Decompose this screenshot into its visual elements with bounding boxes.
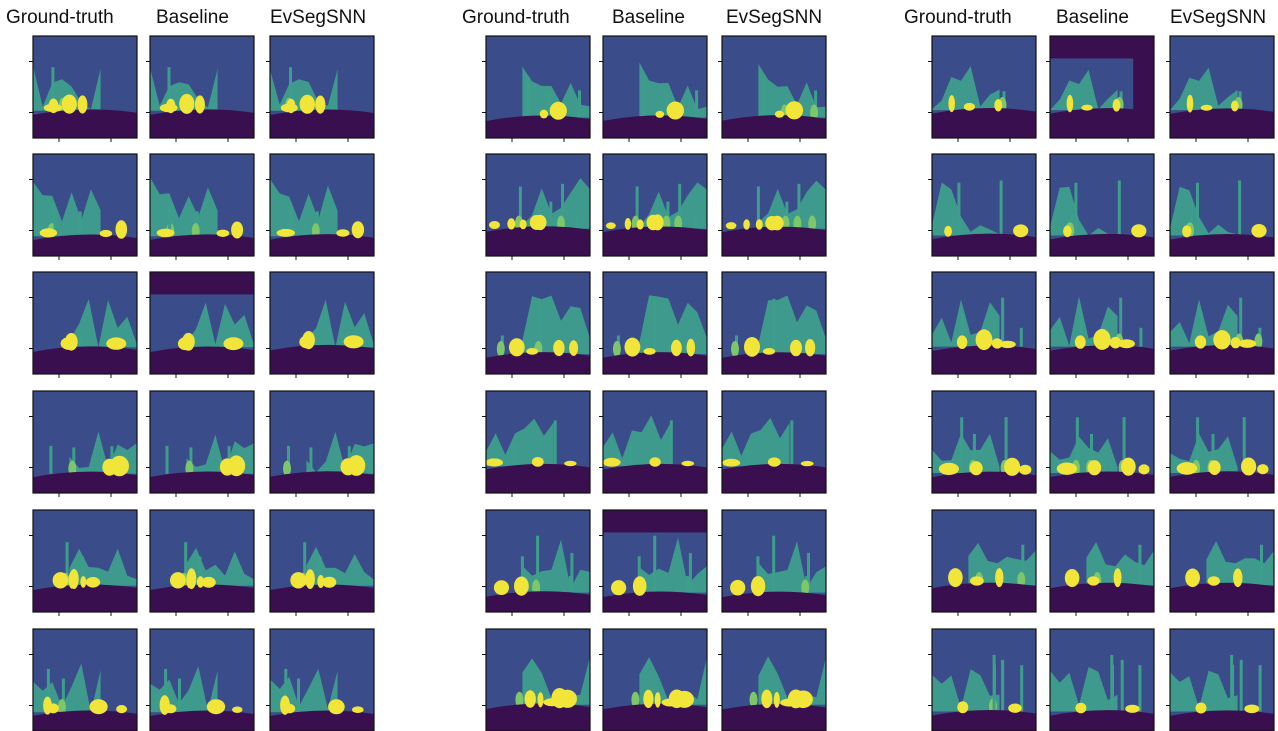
segmentation-tile-baseline-g3-r6 <box>1046 628 1155 731</box>
segmentation-tile-evsegsnn-g1-r1 <box>266 35 375 142</box>
segmentation-tile-ground-truth-g1-r4 <box>29 390 138 497</box>
segmentation-tile-ground-truth-g3-r5 <box>928 509 1037 616</box>
segmentation-tile-baseline-g2-r1 <box>599 35 708 142</box>
segmentation-tile-ground-truth-g1-r2 <box>29 153 138 260</box>
segmentation-tile-ground-truth-g3-r3 <box>928 271 1037 378</box>
segmentation-tile-baseline-g2-r4 <box>599 390 708 497</box>
segmentation-tile-evsegsnn-g2-r1 <box>718 35 827 142</box>
segmentation-tile-evsegsnn-g3-r6 <box>1166 628 1275 731</box>
header-baseline-1: Baseline <box>156 7 229 28</box>
segmentation-tile-evsegsnn-g3-r4 <box>1166 390 1275 497</box>
segmentation-tile-baseline-g3-r1 <box>1046 35 1155 142</box>
header-evsegsnn-3: EvSegSNN <box>1170 7 1267 28</box>
segmentation-tile-evsegsnn-g2-r2 <box>718 153 827 260</box>
segmentation-tile-ground-truth-g2-r4 <box>482 390 591 497</box>
segmentation-tile-baseline-g1-r5 <box>146 509 255 616</box>
segmentation-tile-baseline-g1-r6 <box>146 628 255 731</box>
segmentation-tile-evsegsnn-g2-r6 <box>718 628 827 731</box>
segmentation-tile-baseline-g1-r1 <box>146 35 255 142</box>
segmentation-tile-evsegsnn-g3-r1 <box>1166 35 1275 142</box>
segmentation-tile-ground-truth-g3-r4 <box>928 390 1037 497</box>
segmentation-tile-baseline-g2-r6 <box>599 628 708 731</box>
header-ground-truth-1: Ground-truth <box>6 7 114 28</box>
segmentation-tile-baseline-g1-r4 <box>146 390 255 497</box>
segmentation-tile-evsegsnn-g1-r5 <box>266 509 375 616</box>
header-baseline-3: Baseline <box>1056 7 1129 28</box>
segmentation-tile-baseline-g2-r5 <box>599 509 708 616</box>
segmentation-tile-ground-truth-g3-r6 <box>928 628 1037 731</box>
segmentation-tile-baseline-g3-r5 <box>1046 509 1155 616</box>
segmentation-tile-evsegsnn-g2-r5 <box>718 509 827 616</box>
segmentation-tile-baseline-g3-r2 <box>1046 153 1155 260</box>
segmentation-tile-evsegsnn-g1-r4 <box>266 390 375 497</box>
segmentation-tile-baseline-g2-r2 <box>599 153 708 260</box>
segmentation-tile-evsegsnn-g3-r2 <box>1166 153 1275 260</box>
segmentation-tile-evsegsnn-g1-r6 <box>266 628 375 731</box>
header-ground-truth-2: Ground-truth <box>462 7 570 28</box>
header-evsegsnn-2: EvSegSNN <box>726 7 823 28</box>
segmentation-tile-evsegsnn-g1-r3 <box>266 271 375 378</box>
segmentation-tile-baseline-g3-r4 <box>1046 390 1155 497</box>
segmentation-tile-ground-truth-g2-r3 <box>482 271 591 378</box>
segmentation-tile-ground-truth-g1-r5 <box>29 509 138 616</box>
segmentation-tile-evsegsnn-g3-r5 <box>1166 509 1275 616</box>
segmentation-tile-baseline-g1-r2 <box>146 153 255 260</box>
segmentation-tile-ground-truth-g3-r1 <box>928 35 1037 142</box>
segmentation-tile-ground-truth-g2-r5 <box>482 509 591 616</box>
segmentation-tile-baseline-g3-r3 <box>1046 271 1155 378</box>
segmentation-tile-evsegsnn-g2-r4 <box>718 390 827 497</box>
segmentation-tile-ground-truth-g1-r1 <box>29 35 138 142</box>
segmentation-tile-ground-truth-g2-r2 <box>482 153 591 260</box>
segmentation-tile-evsegsnn-g2-r3 <box>718 271 827 378</box>
segmentation-tile-ground-truth-g2-r6 <box>482 628 591 731</box>
segmentation-tile-ground-truth-g1-r6 <box>29 628 138 731</box>
header-baseline-2: Baseline <box>612 7 685 28</box>
segmentation-tile-evsegsnn-g3-r3 <box>1166 271 1275 378</box>
segmentation-tile-ground-truth-g2-r1 <box>482 35 591 142</box>
segmentation-tile-baseline-g1-r3 <box>146 271 255 378</box>
segmentation-tile-evsegsnn-g1-r2 <box>266 153 375 260</box>
segmentation-tile-ground-truth-g3-r2 <box>928 153 1037 260</box>
header-ground-truth-3: Ground-truth <box>904 7 1012 28</box>
header-evsegsnn-1: EvSegSNN <box>270 7 367 28</box>
segmentation-tile-ground-truth-g1-r3 <box>29 271 138 378</box>
segmentation-tile-baseline-g2-r3 <box>599 271 708 378</box>
